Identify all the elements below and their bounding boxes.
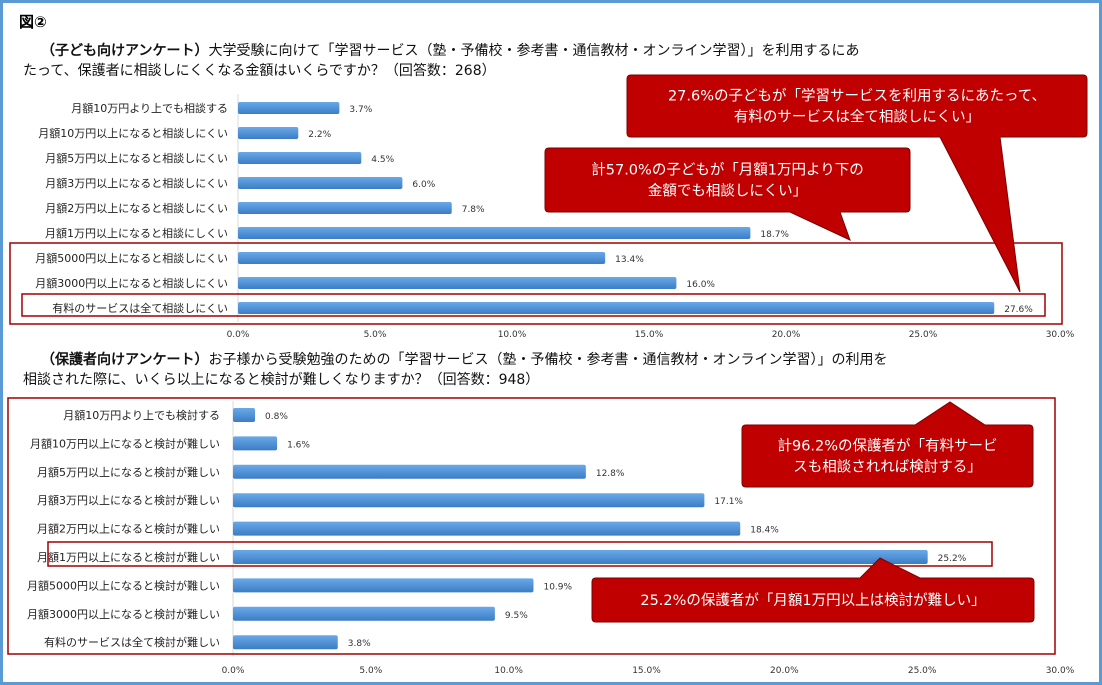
chart2-title: お子様から受験勉強のための「学習サービス（塾・予備校・参考書・通信教材・オンライ… — [208, 352, 888, 368]
chart2-category-label: 月額1万円以上になると検討が難しい — [37, 550, 220, 564]
chart1-bar — [238, 227, 751, 239]
callout-child-under-10k-text: 金額でも相談しにくい」 — [648, 183, 807, 200]
chart1-x-tick-label: 0.0% — [227, 330, 250, 340]
chart1-value-label: 3.7% — [349, 105, 372, 115]
chart1-value-label: 2.2% — [308, 130, 331, 140]
chart1-category-label: 月額5万円以上になると相談しにくい — [45, 151, 228, 165]
chart2-bar — [233, 550, 928, 564]
chart2-title-bold: （保護者向けアンケート） — [41, 352, 209, 368]
chart1-bar — [238, 252, 606, 264]
chart2-x-tick-label: 10.0% — [494, 666, 523, 676]
chart2-bar — [233, 493, 705, 508]
chart1-category-label: 月額1万円以上になると相談にしくい — [45, 226, 228, 240]
chart2-bar — [233, 635, 338, 650]
chart1-category-label: 月額10万円より上でも相談する — [71, 101, 228, 115]
chart1-bar — [238, 152, 362, 164]
chart2-x-tick-label: 30.0% — [1046, 666, 1075, 676]
chart2-value-label: 3.8% — [348, 639, 371, 649]
chart2-value-label: 25.2% — [938, 554, 967, 564]
callout-parent-96-text: 計96.2%の保護者が「有料サービ — [777, 438, 997, 455]
chart1-x-tick-label: 20.0% — [772, 330, 801, 340]
highlight-box — [9, 242, 1063, 325]
chart2-category-label: 月額10万円より上でも検討する — [63, 408, 220, 422]
callout-child-under-10k-text: 計57.0%の子どもが「月額1万円より下の — [591, 162, 864, 179]
chart1-category-label: 月額2万円以上になると相談しにくい — [45, 201, 228, 215]
callout-child-under-10k-shape — [544, 147, 911, 241]
chart2-value-label: 1.6% — [287, 440, 310, 450]
chart1-bar — [238, 202, 452, 214]
chart1-title: 大学受験に向けて「学習サービス（塾・予備校・参考書・通信教材・オンライン学習）」… — [208, 43, 860, 59]
chart2-x-tick-label: 15.0% — [632, 666, 661, 676]
chart1-value-label: 4.5% — [371, 155, 394, 165]
chart1-value-label: 18.7% — [760, 230, 789, 240]
chart1-x-tick-label: 15.0% — [635, 330, 664, 340]
chart1-bar — [238, 277, 677, 289]
chart1-value-label: 27.6% — [1004, 305, 1033, 315]
chart2-x-tick-label: 25.0% — [908, 666, 937, 676]
chart2-bar — [233, 408, 256, 422]
chart2-x-tick-label: 20.0% — [770, 666, 799, 676]
chart1-category-label: 月額5000円以上になると相談しにくい — [35, 251, 228, 265]
chart2-category-label: 月額5000円以上になると検討が難しい — [27, 578, 220, 592]
chart2-category-label: 月額10万円以上になると検討が難しい — [30, 436, 220, 450]
chart2-value-label: 18.4% — [750, 526, 779, 536]
chart2-value-label: 9.5% — [505, 611, 528, 621]
chart2-category-label: 月額2万円以上になると検討が難しい — [37, 522, 220, 536]
chart2-value-label: 0.8% — [265, 412, 288, 422]
chart1-category-label: 月額3万円以上になると相談しにくい — [45, 176, 228, 190]
chart1-title-line2: たって、保護者に相談しにくくなる金額はいくらですか？（回答数：268） — [23, 63, 496, 79]
chart2-category-label: 月額3万円以上になると検討が難しい — [37, 493, 220, 507]
chart2-x-tick-label: 5.0% — [359, 666, 382, 676]
chart1-bar — [238, 302, 995, 314]
callout-parent-10k-text: 25.2%の保護者が「月額1万円以上は検討が難しい」 — [640, 592, 985, 609]
chart1-value-label: 7.8% — [462, 205, 485, 215]
chart2-value-label: 17.1% — [714, 497, 743, 507]
callout-child-all-paid-text: 27.6%の子どもが「学習サービスを利用するにあたって、 — [668, 88, 1046, 105]
chart1-category-label: 月額3000円以上になると相談しにくい — [35, 276, 228, 290]
chart1-question: （子ども向けアンケート）大学受験に向けて「学習サービス（塾・予備校・参考書・通信… — [23, 41, 1071, 81]
callout-parent-96-shape — [741, 401, 1034, 488]
highlight-box — [21, 293, 1046, 317]
chart1-value-label: 13.4% — [615, 255, 644, 265]
highlight-box — [7, 397, 1056, 655]
chart2-category-label: 月額3000円以上になると検討が難しい — [27, 607, 220, 621]
chart1-title-bold: （子ども向けアンケート） — [41, 43, 209, 59]
callout-child-all-paid-text: 有料のサービスは全て相談しにくい」 — [734, 108, 980, 126]
chart2-question: （保護者向けアンケート）お子様から受験勉強のための「学習サービス（塾・予備校・参… — [23, 350, 1071, 390]
callout-parent-10k-shape — [591, 557, 1035, 623]
chart1-bar — [238, 177, 403, 189]
chart2-category-label: 月額5万円以上になると検討が難しい — [37, 465, 220, 479]
chart2-bar — [233, 436, 278, 451]
chart1-x-tick-label: 25.0% — [909, 330, 938, 340]
chart2-x-tick-label: 0.0% — [222, 666, 245, 676]
chart1-bar — [238, 102, 340, 114]
chart1-x-tick-label: 30.0% — [1046, 330, 1075, 340]
chart1-value-label: 16.0% — [686, 280, 715, 290]
chart1-x-tick-label: 10.0% — [498, 330, 527, 340]
chart1-value-label: 6.0% — [412, 180, 435, 190]
chart2-bar — [233, 606, 495, 621]
chart2-value-label: 10.9% — [543, 582, 572, 592]
chart1-bar — [238, 127, 299, 139]
chart2-value-label: 12.8% — [596, 469, 625, 479]
figure-label: 図② — [19, 13, 47, 31]
callout-child-all-paid-shape — [626, 74, 1088, 293]
chart1-x-tick-label: 5.0% — [364, 330, 387, 340]
chart1-category-label: 有料のサービスは全て相談しにくい — [52, 301, 228, 315]
chart2-bar — [233, 464, 586, 479]
chart2-category-label: 有料のサービスは全て検討が難しい — [44, 635, 220, 649]
callout-parent-96-text: スも相談されれば検討する」 — [793, 459, 982, 476]
chart2-bar — [233, 521, 741, 536]
highlight-box — [47, 541, 993, 567]
chart2-title-line2: 相談された際に、いくら以上になると検討が難しくなりますか？（回答数：948） — [23, 372, 540, 388]
chart2-bar — [233, 578, 534, 593]
chart1-category-label: 月額10万円以上になると相談しにくい — [38, 126, 228, 140]
